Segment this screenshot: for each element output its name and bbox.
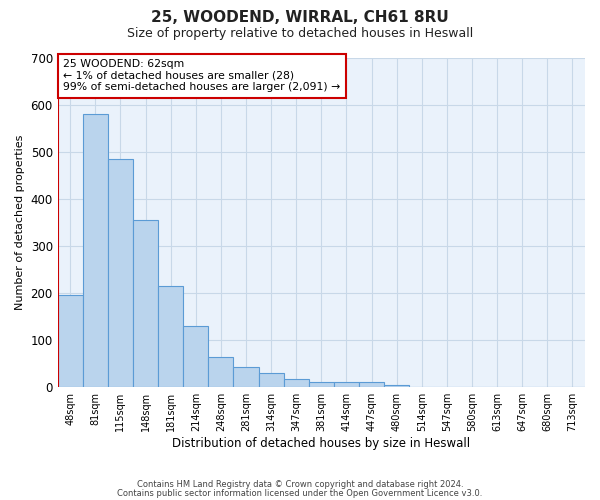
- Bar: [233, 367, 259, 387]
- Bar: [133, 220, 158, 387]
- Bar: [108, 159, 133, 387]
- Text: Contains HM Land Registry data © Crown copyright and database right 2024.: Contains HM Land Registry data © Crown c…: [137, 480, 463, 489]
- Bar: [259, 373, 284, 387]
- Bar: [183, 326, 208, 387]
- Bar: [83, 114, 108, 387]
- Text: 25 WOODEND: 62sqm
← 1% of detached houses are smaller (28)
99% of semi-detached : 25 WOODEND: 62sqm ← 1% of detached house…: [63, 59, 340, 92]
- Bar: [58, 296, 83, 387]
- Text: Contains public sector information licensed under the Open Government Licence v3: Contains public sector information licen…: [118, 489, 482, 498]
- Bar: [309, 382, 334, 387]
- Bar: [158, 286, 183, 387]
- Bar: [334, 382, 359, 387]
- Bar: [208, 356, 233, 387]
- Text: Size of property relative to detached houses in Heswall: Size of property relative to detached ho…: [127, 28, 473, 40]
- Bar: [359, 382, 384, 387]
- Bar: [384, 385, 409, 387]
- X-axis label: Distribution of detached houses by size in Heswall: Distribution of detached houses by size …: [172, 437, 470, 450]
- Y-axis label: Number of detached properties: Number of detached properties: [15, 134, 25, 310]
- Text: 25, WOODEND, WIRRAL, CH61 8RU: 25, WOODEND, WIRRAL, CH61 8RU: [151, 10, 449, 25]
- Bar: [284, 378, 309, 387]
